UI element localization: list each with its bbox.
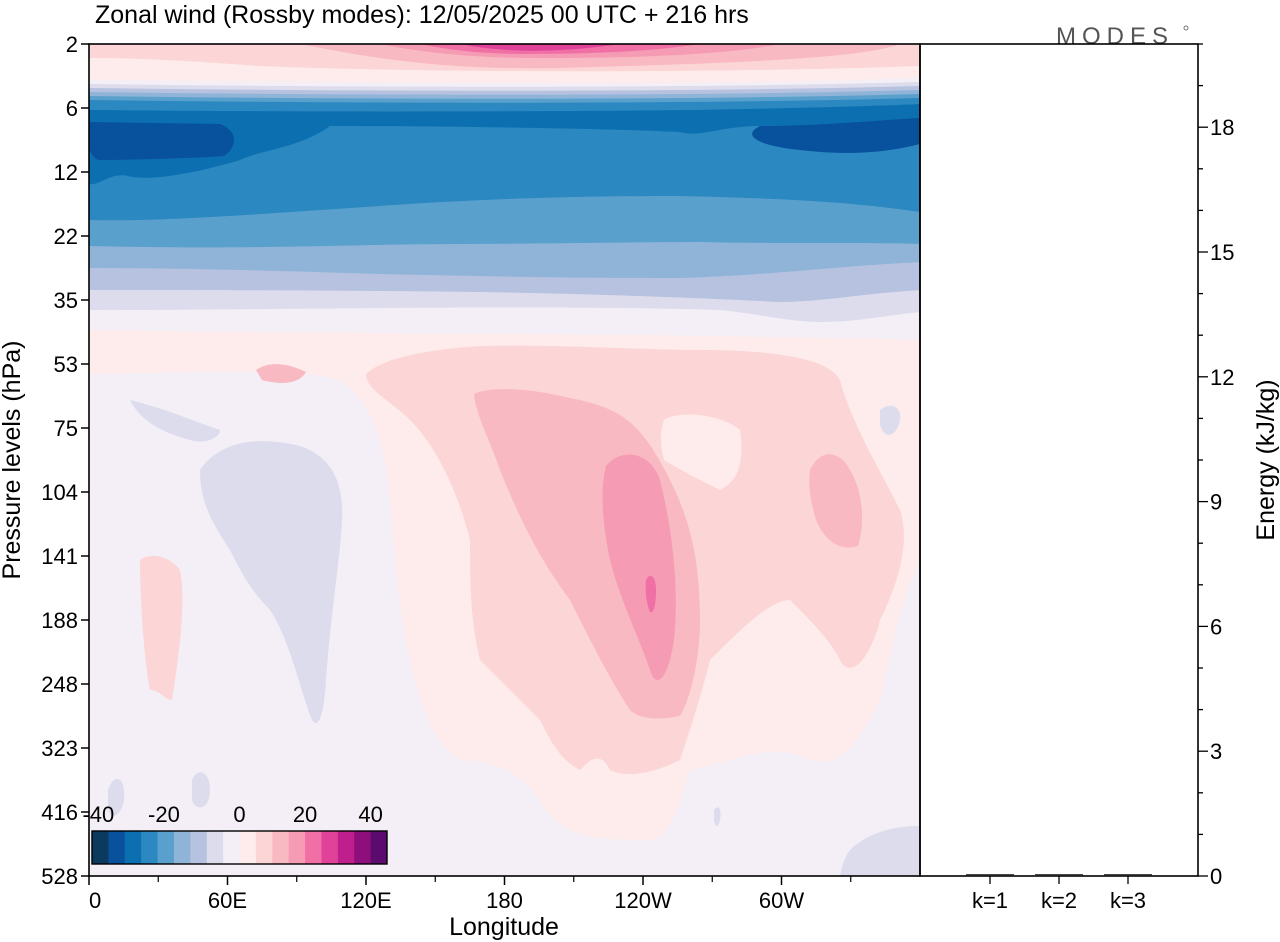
energy-bar bbox=[1104, 874, 1152, 877]
heatmap-x-tick-label: 0 bbox=[89, 888, 101, 913]
contour-band bbox=[89, 104, 920, 185]
colorbar-swatch bbox=[239, 831, 257, 864]
contour-band bbox=[645, 575, 656, 613]
heatmap-y-ticks: 2 6 12 22 35 53 75 104 141 188 248 323 416 528 bbox=[41, 32, 89, 889]
heatmap-y-tick-label: 2 bbox=[66, 32, 78, 57]
colorbar-swatch bbox=[321, 831, 339, 864]
heatmap-y-tick-label: 6 bbox=[66, 96, 78, 121]
energy-bar bbox=[966, 874, 1014, 877]
heatmap-x-tick-label: 60W bbox=[759, 888, 804, 913]
colorbar-swatch bbox=[124, 831, 142, 864]
contour-band bbox=[460, 44, 620, 51]
modes-logo: MODES bbox=[1056, 23, 1174, 50]
heatmap-y-tick-label: 141 bbox=[41, 544, 78, 569]
energy-bars bbox=[966, 874, 1152, 877]
contour-band bbox=[256, 364, 306, 383]
energy-y-tick-label: 15 bbox=[1210, 240, 1234, 265]
energy-bar bbox=[1035, 874, 1083, 877]
logo-registered-mark bbox=[1183, 25, 1189, 31]
colorbar-swatch bbox=[108, 831, 126, 864]
heatmap-x-tick-label: 120W bbox=[614, 888, 672, 913]
heatmap-y-tick-label: 416 bbox=[41, 800, 78, 825]
colorbar-swatch bbox=[173, 831, 191, 864]
colorbar-tick-label: 0 bbox=[233, 802, 245, 827]
heatmap-x-tick-label: 120E bbox=[340, 888, 391, 913]
colorbar-swatch bbox=[206, 831, 224, 864]
colorbar: -40 -20 0 20 40 bbox=[82, 802, 388, 865]
energy-y-tick-label: 12 bbox=[1210, 365, 1234, 390]
heatmap-x-tick-label: 60E bbox=[208, 888, 247, 913]
energy-y-ticks: 0 3 6 9 12 15 18 bbox=[1198, 43, 1234, 889]
heatmap-y-tick-label: 35 bbox=[54, 288, 78, 313]
heatmap-x-ticks: 0 60E 120E 180 120W 60W bbox=[88, 876, 852, 913]
colorbar-tick-label: 40 bbox=[358, 802, 382, 827]
energy-y-tick-label: 9 bbox=[1210, 490, 1222, 515]
energy-ylabel: Energy (kJ/kg) bbox=[1252, 379, 1280, 540]
contour-band bbox=[840, 826, 920, 876]
heatmap-y-tick-label: 188 bbox=[41, 608, 78, 633]
energy-x-tick-label: k=3 bbox=[1110, 888, 1146, 913]
colorbar-swatch bbox=[354, 831, 372, 864]
contour-band bbox=[89, 122, 234, 160]
colorbar-swatch bbox=[337, 831, 355, 864]
heatmap-y-tick-label: 323 bbox=[41, 736, 78, 761]
heatmap-y-tick-label: 75 bbox=[54, 416, 78, 441]
colorbar-frame bbox=[91, 830, 388, 865]
energy-y-tick-label: 3 bbox=[1210, 739, 1222, 764]
contour-band bbox=[192, 772, 210, 808]
chart-title: Zonal wind (Rossby modes): 12/05/2025 00… bbox=[95, 1, 749, 29]
colorbar-swatch bbox=[223, 831, 240, 864]
contour-band bbox=[602, 454, 676, 680]
colorbar-tick-label: 20 bbox=[293, 802, 317, 827]
colorbar-swatch bbox=[272, 831, 290, 864]
energy-y-tick-label: 18 bbox=[1210, 115, 1234, 140]
colorbar-swatch bbox=[92, 831, 109, 864]
colorbar-tick-label: -40 bbox=[82, 802, 114, 827]
heatmap-y-tick-label: 528 bbox=[41, 864, 78, 889]
colorbar-tick-label: -20 bbox=[148, 802, 180, 827]
heatmap-ylabel: Pressure levels (hPa) bbox=[0, 341, 26, 580]
colorbar-swatch bbox=[305, 831, 322, 864]
colorbar-swatch bbox=[255, 831, 273, 864]
heatmap-x-tick-label: 180 bbox=[486, 888, 523, 913]
contour-band bbox=[200, 441, 343, 724]
heatmap-y-tick-label: 22 bbox=[54, 224, 78, 249]
colorbar-swatch bbox=[370, 831, 388, 864]
heatmap-xlabel: Longitude bbox=[449, 913, 559, 941]
contour-band bbox=[752, 118, 920, 153]
contour-band bbox=[714, 807, 721, 826]
heatmap-field bbox=[89, 44, 920, 876]
heatmap-y-tick-label: 12 bbox=[54, 160, 78, 185]
contour-band bbox=[130, 400, 220, 442]
heatmap-y-tick-label: 53 bbox=[54, 352, 78, 377]
contour-band bbox=[880, 405, 901, 435]
energy-y-tick-label: 6 bbox=[1210, 614, 1222, 639]
heatmap-y-tick-label: 248 bbox=[41, 672, 78, 697]
energy-x-tick-label: k=1 bbox=[972, 888, 1008, 913]
colorbar-swatch bbox=[288, 831, 306, 864]
colorbar-swatch bbox=[190, 831, 208, 864]
contour-band bbox=[661, 414, 742, 490]
contour-band bbox=[108, 778, 125, 816]
energy-frame bbox=[919, 43, 1199, 877]
heatmap-y-tick-label: 104 bbox=[41, 480, 78, 505]
colorbar-swatch bbox=[141, 831, 159, 864]
energy-x-ticks: k=1 k=2 k=3 bbox=[972, 876, 1146, 913]
energy-y-tick-label: 0 bbox=[1210, 864, 1222, 889]
energy-x-tick-label: k=2 bbox=[1041, 888, 1077, 913]
colorbar-swatch bbox=[157, 831, 175, 864]
contour-band bbox=[140, 555, 183, 700]
contour-band bbox=[809, 454, 863, 548]
